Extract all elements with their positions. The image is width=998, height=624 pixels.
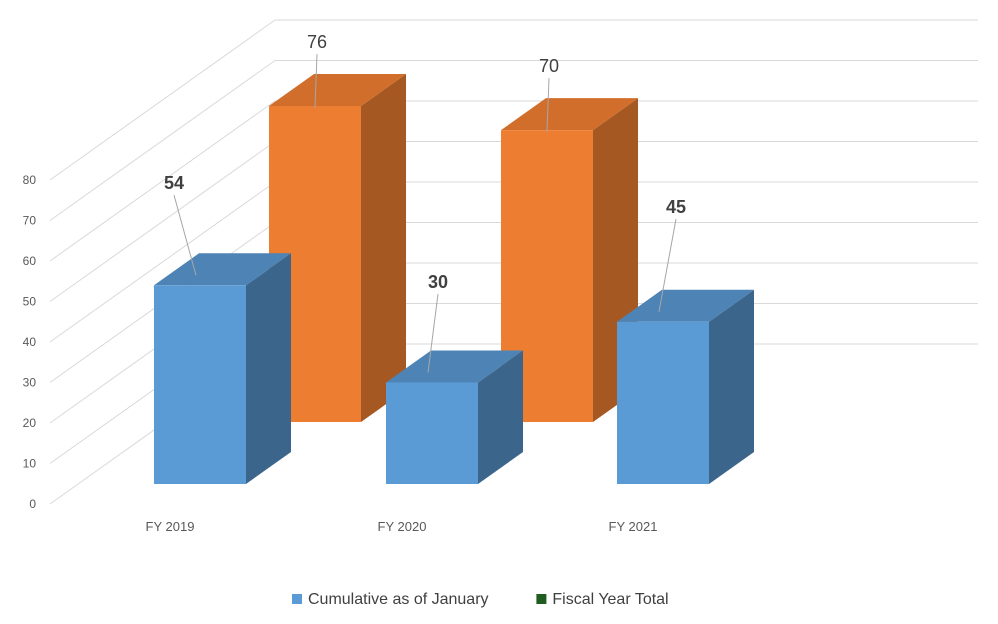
y-tick-label: 0 [29, 497, 36, 511]
leader-line [173, 194, 197, 276]
bar-cumulative [386, 382, 478, 484]
bars [154, 74, 754, 484]
y-tick-label: 10 [23, 457, 37, 471]
leader-line [314, 53, 318, 109]
x-tick-label: FY 2021 [609, 519, 658, 534]
bar-fy-total-top [269, 74, 406, 106]
x-axis: FY 2019 FY 2020 FY 2021 [146, 519, 658, 534]
gridline-diagonal [49, 60, 276, 221]
y-axis: 0 10 20 30 40 50 60 70 80 [23, 173, 37, 511]
leader-line [658, 218, 677, 312]
data-label: 45 [666, 197, 686, 217]
gridline-diagonal [49, 100, 276, 262]
bar-cumulative-top [617, 289, 754, 322]
x-tick-label: FY 2019 [146, 519, 195, 534]
bar-cumulative-top [386, 350, 523, 383]
bar-cumulative [617, 321, 709, 484]
legend-swatch [536, 594, 547, 604]
y-tick-label: 40 [23, 335, 37, 349]
leader-line [427, 293, 439, 373]
legend-label: Fiscal Year Total [552, 591, 668, 608]
y-tick-label: 50 [23, 295, 37, 309]
bar-cumulative-side [246, 253, 291, 484]
bar-fy-total-side [361, 74, 406, 422]
data-label: 30 [428, 272, 448, 292]
y-tick-label: 60 [23, 254, 37, 268]
gridline-diagonal [49, 141, 276, 302]
bar-cumulative [154, 285, 246, 484]
data-label: 70 [539, 56, 559, 76]
bar-fy-total-top [501, 98, 638, 131]
y-tick-label: 30 [23, 376, 37, 390]
y-tick-label: 70 [23, 214, 37, 228]
leader-line [546, 78, 550, 133]
legend-swatch [292, 594, 302, 604]
data-labels: 76 70 54 30 45 [164, 32, 686, 373]
legend-label: Cumulative as of January [308, 591, 489, 608]
legend: Cumulative as of January Fiscal Year Tota… [292, 591, 669, 608]
bar-cumulative-top [154, 253, 291, 286]
x-tick-label: FY 2020 [378, 519, 427, 534]
gridline-diagonal [49, 19, 276, 181]
y-tick-label: 80 [23, 173, 37, 187]
y-tick-label: 20 [23, 416, 37, 430]
data-label: 76 [307, 32, 327, 52]
bar-cumulative-side [709, 289, 754, 484]
gridline-diagonal [49, 181, 276, 343]
data-label: 54 [164, 173, 184, 193]
bar-cumulative-side [478, 350, 523, 484]
